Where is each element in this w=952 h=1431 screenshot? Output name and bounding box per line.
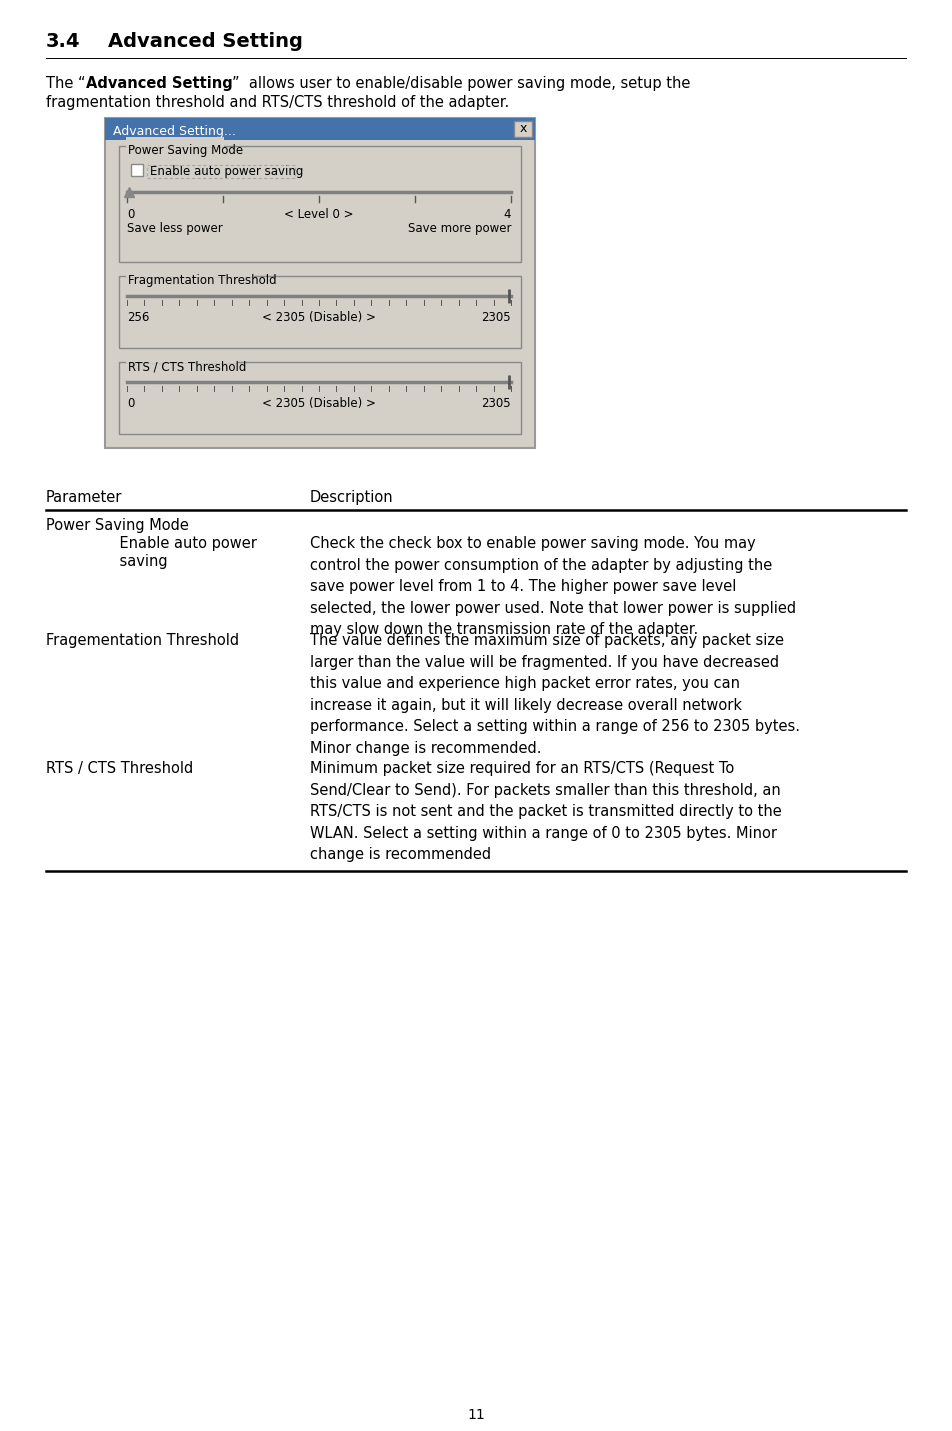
Text: Parameter: Parameter (46, 489, 123, 505)
Text: ”  allows user to enable/disable power saving mode, setup the: ” allows user to enable/disable power sa… (232, 76, 690, 92)
Text: Enable auto power: Enable auto power (101, 537, 257, 551)
Text: 256: 256 (127, 311, 149, 323)
Text: x: x (519, 123, 526, 136)
Bar (105, 117, 535, 140)
Text: 4: 4 (504, 207, 511, 220)
Text: Enable auto power saving: Enable auto power saving (150, 165, 304, 177)
Text: Save more power: Save more power (407, 222, 511, 235)
Text: < 2305 (Disable) >: < 2305 (Disable) > (262, 311, 376, 323)
Bar (119, 146, 521, 262)
Text: 0: 0 (127, 207, 134, 220)
Text: The “: The “ (46, 76, 86, 92)
Text: saving: saving (101, 554, 168, 570)
Text: Power Saving Mode: Power Saving Mode (128, 145, 243, 157)
Text: 2305: 2305 (482, 311, 511, 323)
Bar (514, 122, 532, 137)
Text: 0: 0 (127, 396, 134, 411)
Text: RTS / CTS Threshold: RTS / CTS Threshold (128, 361, 247, 373)
Text: < 2305 (Disable) >: < 2305 (Disable) > (262, 396, 376, 411)
Bar (105, 117, 535, 448)
Text: 2305: 2305 (482, 396, 511, 411)
Text: 3.4: 3.4 (46, 31, 81, 52)
Text: < Level 0 >: < Level 0 > (285, 207, 354, 220)
Text: Fragementation Threshold: Fragementation Threshold (46, 633, 239, 648)
Text: Advanced Setting: Advanced Setting (108, 31, 303, 52)
Text: Advanced Setting: Advanced Setting (86, 76, 232, 92)
Bar (126, 268, 254, 278)
Text: The value defines the maximum size of packets, any packet size
larger than the v: The value defines the maximum size of pa… (310, 633, 800, 756)
Text: Power Saving Mode: Power Saving Mode (46, 518, 188, 532)
Text: Minimum packet size required for an RTS/CTS (Request To
Send/Clear to Send). For: Minimum packet size required for an RTS/… (310, 761, 782, 863)
Text: 11: 11 (467, 1408, 485, 1422)
Bar (147, 165, 295, 177)
Text: Description: Description (310, 489, 393, 505)
Text: Fragmentation Threshold: Fragmentation Threshold (128, 273, 277, 288)
Bar (119, 276, 521, 348)
Text: fragmentation threshold and RTS/CTS threshold of the adapter.: fragmentation threshold and RTS/CTS thre… (46, 94, 509, 110)
Text: Check the check box to enable power saving mode. You may
control the power consu: Check the check box to enable power savi… (310, 537, 796, 637)
Text: Save less power: Save less power (127, 222, 223, 235)
Text: RTS / CTS Threshold: RTS / CTS Threshold (46, 761, 193, 776)
Bar (131, 165, 143, 176)
Text: Advanced Setting...: Advanced Setting... (113, 126, 236, 139)
Bar (126, 353, 238, 363)
Bar (126, 137, 224, 147)
Bar (119, 362, 521, 434)
